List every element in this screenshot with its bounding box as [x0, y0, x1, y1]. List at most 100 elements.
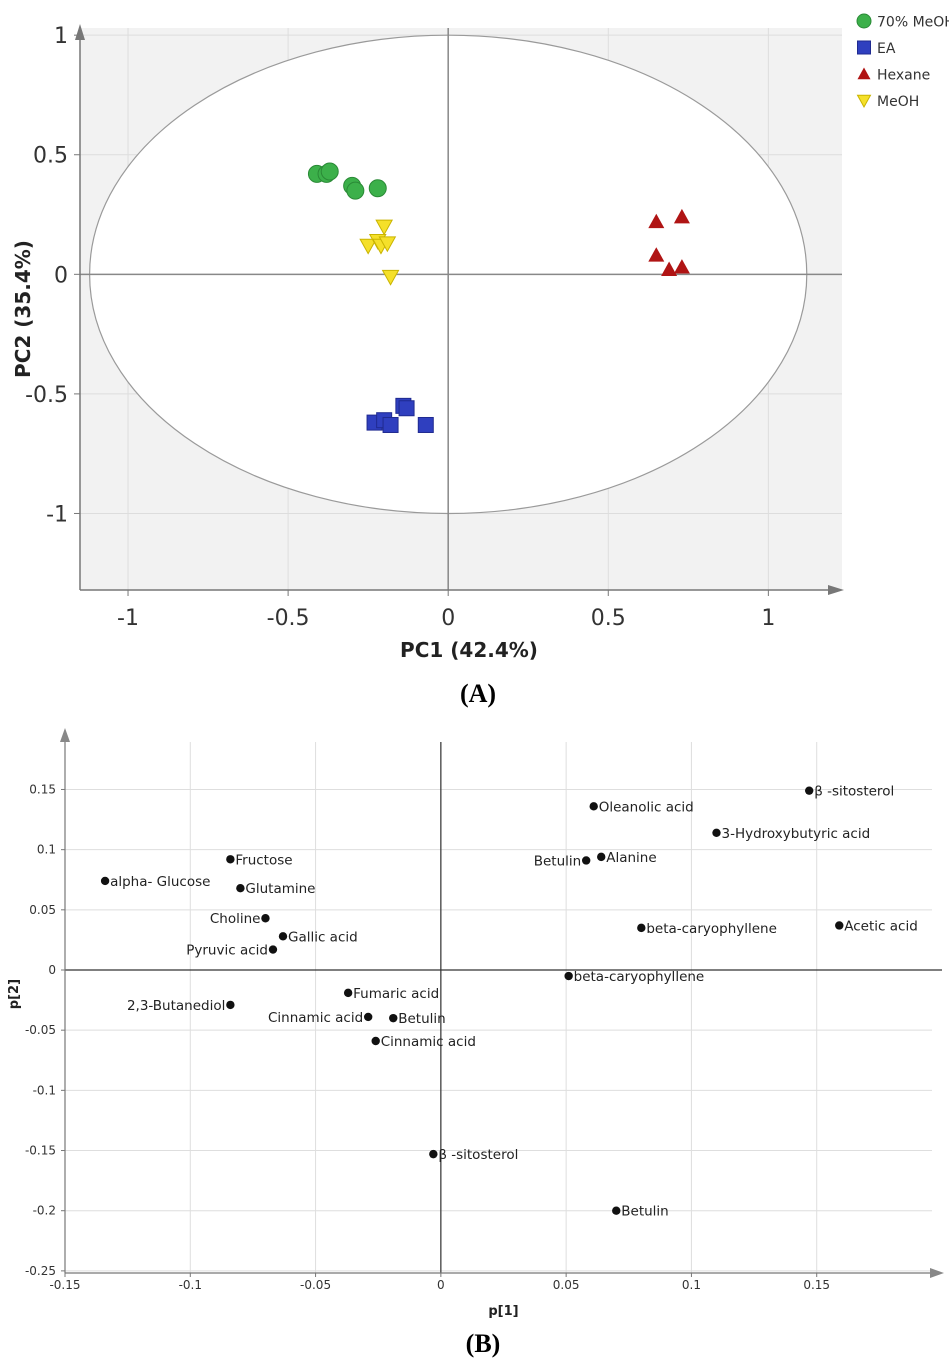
data-point — [673, 259, 690, 274]
pca-loading-plot: -0.15 -0.1 -0.05 0 0.05 0.1 0.15 0.15 0.1 0.05 0 -0… — [7, 728, 944, 1358]
data-point — [268, 945, 278, 954]
data-point — [226, 855, 235, 864]
legend-label: MeOH — [877, 94, 919, 110]
data-label: Betulin — [398, 1011, 445, 1027]
data-point — [398, 400, 415, 417]
data-point — [278, 932, 288, 941]
data-point — [381, 269, 400, 286]
data-label: β -sitosterol — [438, 1147, 518, 1163]
data-label: Pyruvic acid — [186, 943, 268, 959]
data-label: Oleanolic acid — [599, 799, 694, 815]
data-point — [375, 219, 394, 236]
loading-point: Glutamine — [236, 881, 316, 897]
data-point — [564, 971, 573, 981]
data-label: Gallic acid — [288, 929, 358, 945]
loading-point: Gallic acid — [278, 929, 358, 945]
loading-point: Betulin — [389, 1011, 446, 1027]
data-label: Fumaric acid — [353, 986, 439, 1002]
y-tick-label: 0 — [48, 963, 56, 977]
data-point — [417, 416, 434, 433]
data-point — [856, 13, 872, 29]
legend-entry: Hexane — [857, 67, 930, 84]
loading-point: β -sitosterol — [429, 1147, 518, 1163]
loading-point: Pyruvic acid — [186, 943, 278, 959]
data-point — [712, 828, 721, 838]
legend-label: Hexane — [877, 68, 930, 84]
y-axis-arrow — [60, 728, 70, 742]
data-point — [612, 1206, 621, 1215]
y-tick-label: 0.5 — [33, 144, 68, 169]
data-point — [320, 162, 339, 181]
y-tick-label: -0.2 — [33, 1204, 56, 1218]
data-point — [261, 914, 270, 923]
loading-point: Alanine — [597, 850, 657, 866]
y-tick-label: 1 — [54, 24, 68, 49]
data-point — [371, 1036, 380, 1046]
x-tick-label: -0.05 — [300, 1278, 331, 1292]
x-tick-label: 0 — [441, 606, 455, 631]
data-point — [597, 852, 606, 862]
y-axis-arrow — [75, 24, 85, 40]
series-meoh — [359, 219, 400, 286]
y-tick-label: 0.1 — [37, 843, 56, 857]
data-label: β -sitosterol — [814, 784, 894, 800]
series-hexane — [648, 208, 690, 276]
loading-point: Betulin — [612, 1204, 669, 1220]
panel-label-b: (B) — [466, 1329, 501, 1358]
y-tick-label: 0.05 — [29, 903, 56, 917]
y-tick-label: -0.1 — [33, 1083, 56, 1097]
x-axis-title: PC1 (42.4%) — [400, 638, 538, 662]
y-tick-label: 0 — [54, 263, 68, 288]
legend-label: EA — [877, 41, 896, 57]
loading-point: 3-Hydroxybutyric acid — [712, 826, 870, 842]
x-tick-label: -0.1 — [179, 1278, 202, 1292]
x-tick-label: -1 — [117, 606, 139, 631]
loading-point: Fumaric acid — [343, 986, 439, 1002]
loading-point: Cinnamic acid — [268, 1010, 373, 1026]
y-tick-label: -0.05 — [25, 1023, 56, 1037]
data-point — [429, 1149, 438, 1159]
legend-entry: 70% MeOH — [856, 13, 949, 31]
x-tick-label: 1 — [761, 606, 775, 631]
x-tick-label: 0.05 — [553, 1278, 580, 1292]
data-label: alpha- Glucose — [110, 874, 210, 890]
data-point — [363, 1012, 373, 1022]
data-point — [378, 236, 397, 253]
data-point — [856, 94, 872, 109]
data-point — [661, 261, 678, 276]
loading-point: 2,3-Butanediol — [127, 998, 235, 1014]
data-label: 2,3-Butanediol — [127, 998, 225, 1014]
loading-point: beta-caryophyllene — [637, 921, 777, 937]
data-point — [804, 786, 814, 795]
legend-entry: EA — [857, 40, 896, 57]
x-axis-arrow — [828, 585, 844, 595]
legend-entry: MeOH — [856, 94, 919, 110]
legend-label: 70% MeOH — [877, 15, 949, 31]
data-point — [100, 876, 110, 886]
x-axis-arrow — [930, 1268, 944, 1278]
x-tick-label: 0.5 — [591, 606, 626, 631]
y-tick-label: -1 — [46, 502, 68, 527]
data-label: 3-Hydroxybutyric acid — [721, 826, 870, 842]
loading-point: Acetic acid — [835, 918, 918, 934]
data-point — [589, 802, 598, 811]
data-label: Choline — [210, 911, 261, 927]
data-label: Betulin — [534, 853, 581, 869]
data-label: beta-caryophyllene — [646, 921, 777, 937]
loading-point: alpha- Glucose — [100, 874, 210, 890]
data-point — [637, 923, 646, 933]
data-point — [368, 179, 387, 198]
panel-label-a: (A) — [460, 679, 496, 708]
loading-point: beta-caryophyllene — [564, 969, 704, 985]
x-tick-label: -0.15 — [49, 1278, 80, 1292]
data-label: Cinnamic acid — [381, 1034, 476, 1050]
data-label: beta-caryophyllene — [574, 969, 705, 985]
loading-point: Choline — [210, 911, 270, 927]
x-tick-label: 0 — [437, 1278, 445, 1292]
x-tick-label: -0.5 — [267, 606, 310, 631]
data-point — [648, 247, 665, 262]
data-point — [346, 181, 365, 200]
loading-point: Oleanolic acid — [589, 799, 694, 815]
series-70-meoh — [307, 162, 387, 200]
data-point — [389, 1013, 398, 1023]
